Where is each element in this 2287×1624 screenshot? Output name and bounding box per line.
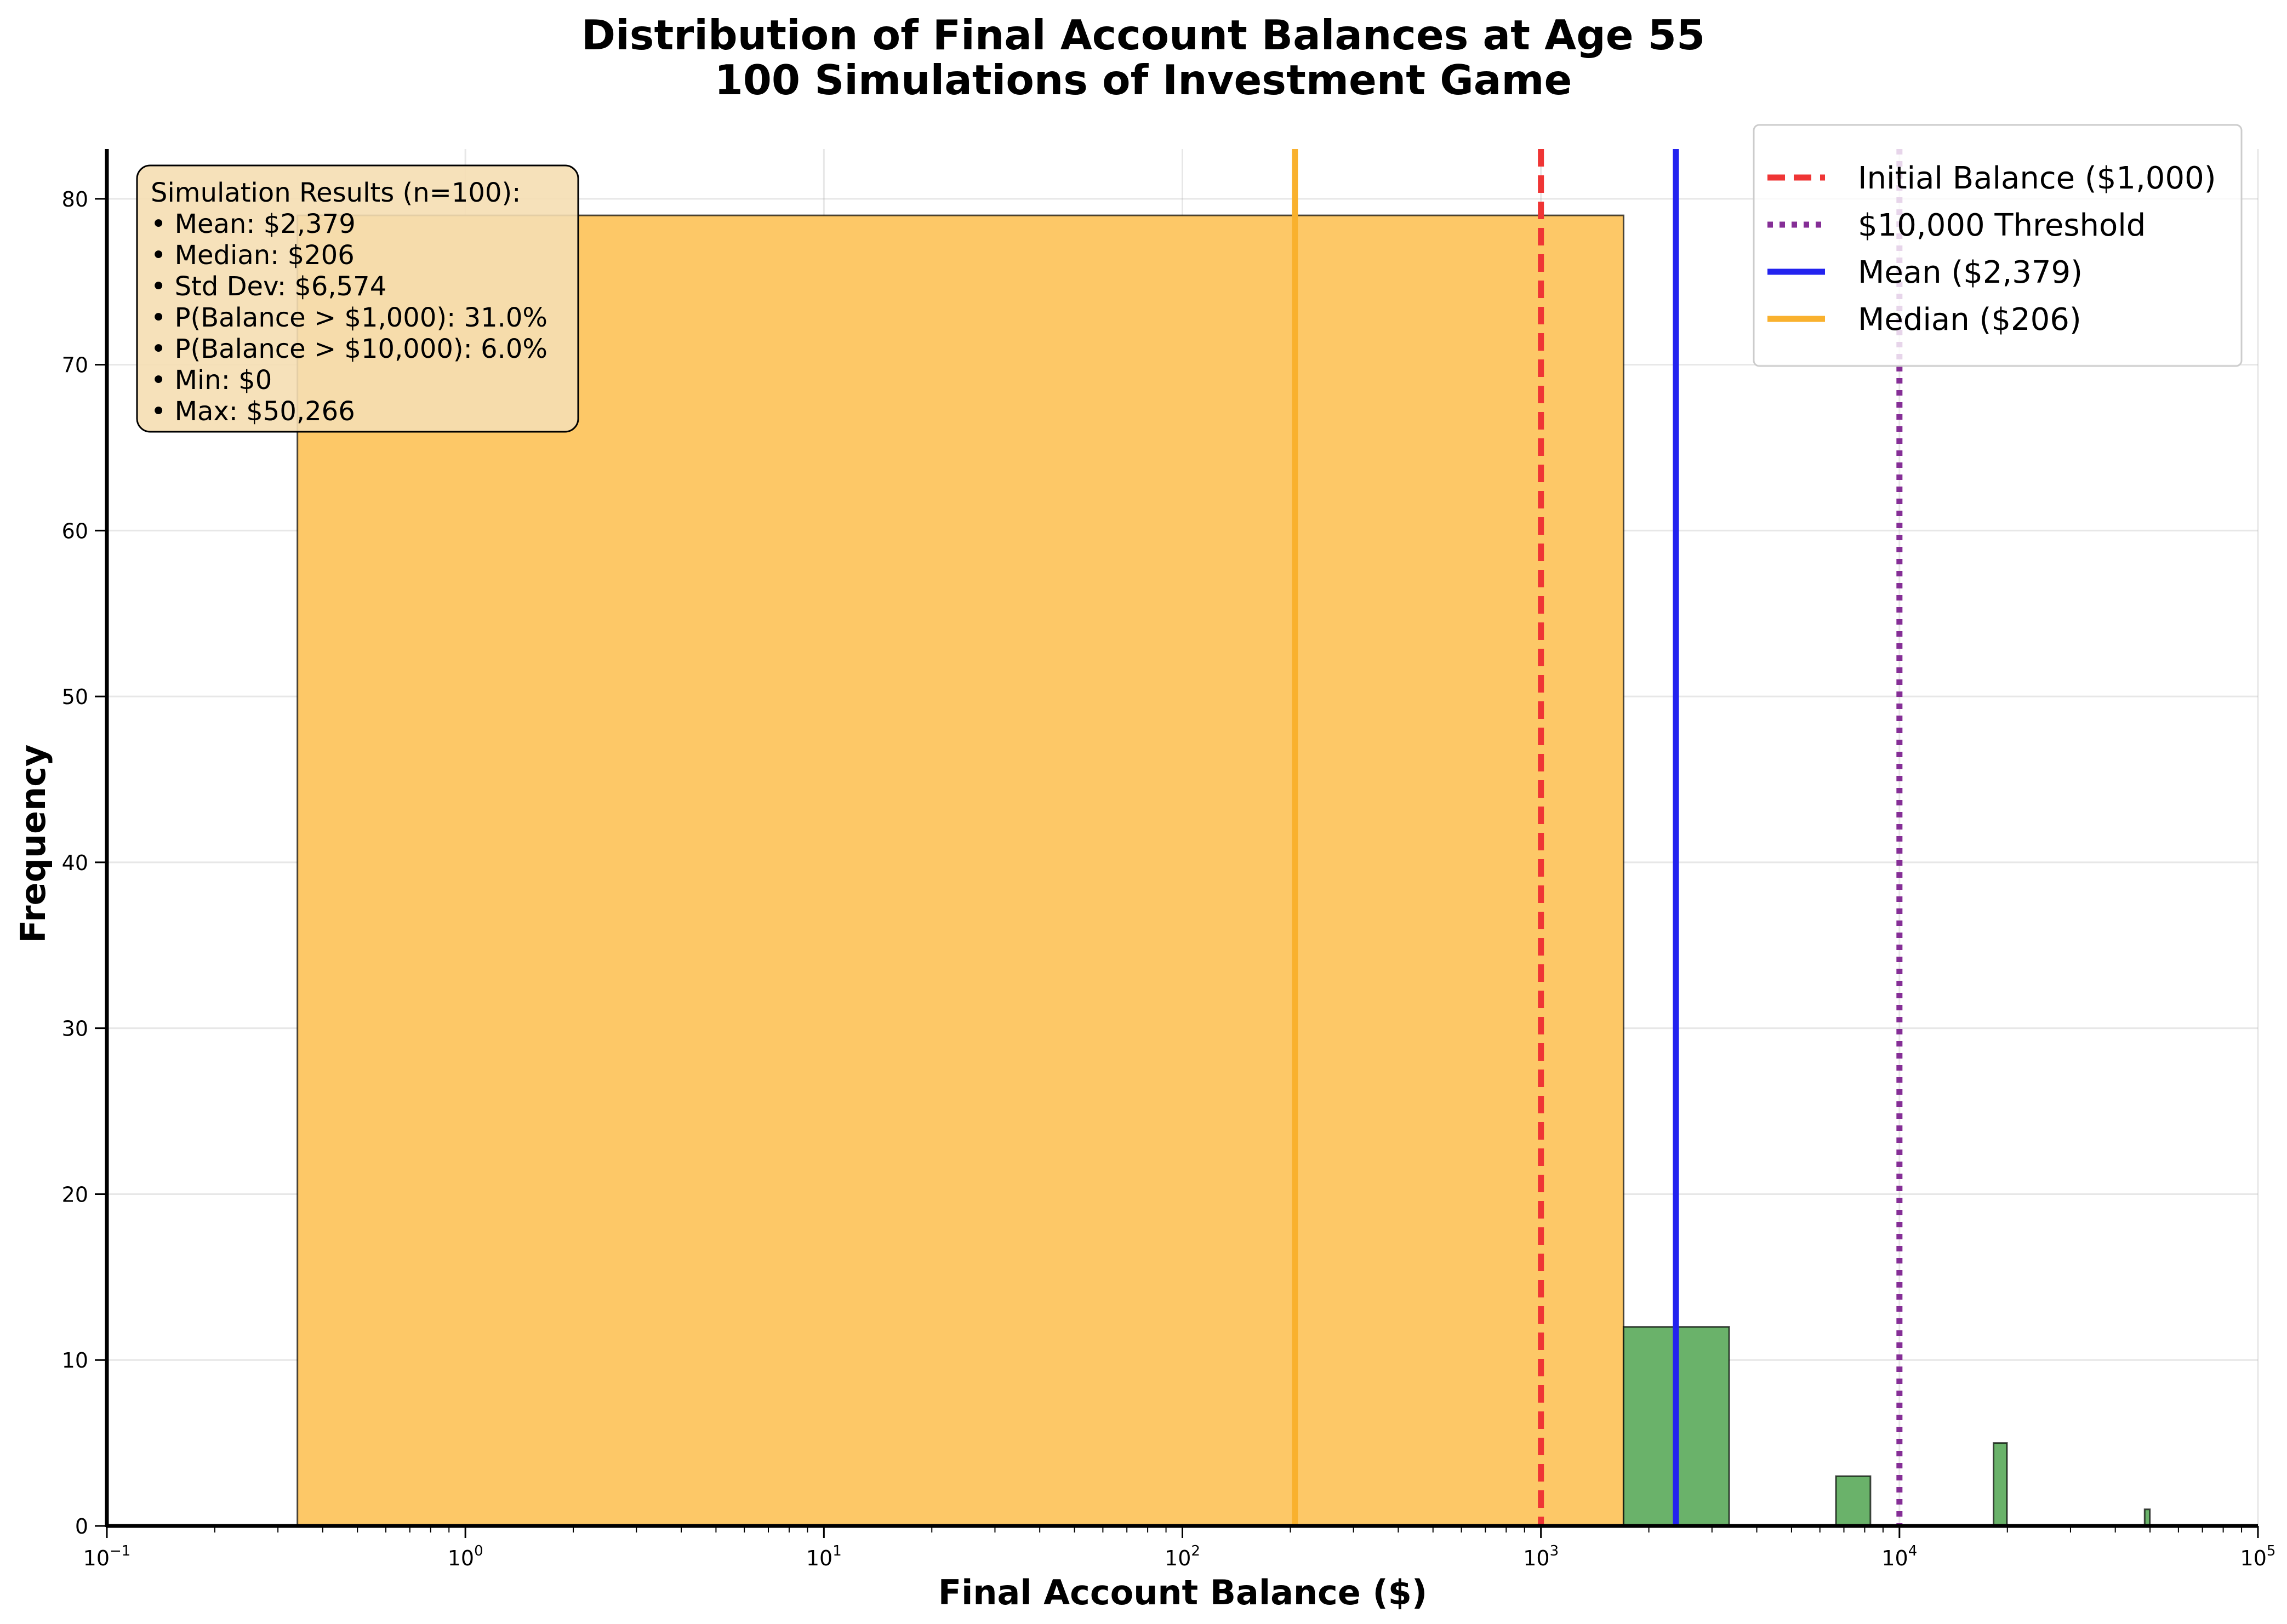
chart-title-line-2: 100 Simulations of Investment Game — [715, 56, 1572, 104]
legend-frame — [1753, 124, 2243, 367]
y-tick-label-0: 0 — [75, 1514, 88, 1539]
y-tick-label-3: 30 — [62, 1017, 88, 1041]
stats-line-2: • Median: $206 — [151, 240, 355, 271]
y-tick-label-1: 10 — [62, 1348, 88, 1373]
y-tick-label-6: 60 — [62, 519, 88, 543]
legend-label-2: Mean ($2,379) — [1858, 255, 2083, 290]
stats-line-3: • Std Dev: $6,574 — [151, 271, 386, 302]
y-tick-label-2: 20 — [62, 1182, 88, 1206]
histogram-bar-3 — [1993, 1442, 2008, 1527]
x-tick-label-1: 100 — [448, 1543, 483, 1570]
stats-line-0: Simulation Results (n=100): — [151, 178, 521, 208]
stats-box: Simulation Results (n=100):• Mean: $2,37… — [136, 164, 579, 433]
y-tick-label-4: 40 — [62, 851, 88, 875]
x-tick-labels: 10−1 100 101 102 103 104 105 — [83, 1526, 2276, 1570]
stats-line-1: • Mean: $2,379 — [151, 209, 356, 239]
histogram-bar-0 — [296, 214, 1624, 1527]
stats-line-6: • Min: $0 — [151, 365, 272, 396]
y-tick-label-7: 70 — [62, 353, 88, 378]
y-tick-label-5: 50 — [62, 685, 88, 709]
legend-label-3: Median ($206) — [1858, 302, 2081, 338]
x-tick-label-4: 103 — [1523, 1543, 1559, 1570]
stats-box-frame — [136, 164, 579, 433]
reference-lines — [1292, 149, 1903, 1526]
x-tick-label-6: 105 — [2240, 1543, 2276, 1570]
legend-label-0: Initial Balance ($1,000) — [1858, 161, 2216, 196]
stats-line-4: • P(Balance > $1,000): 31.0% — [151, 302, 547, 333]
stats-line-5: • P(Balance > $10,000): 6.0% — [151, 334, 547, 364]
y-tick-label-8: 80 — [62, 187, 88, 211]
x-tick-label-2: 101 — [806, 1543, 842, 1570]
y-axis-label: Frequency — [13, 745, 53, 943]
histogram-bar-2 — [1835, 1475, 1872, 1527]
x-tick-label-0: 10−1 — [83, 1543, 131, 1570]
chart-title: Distribution of Final Account Balances a… — [581, 11, 1705, 104]
chart-title-line-1: Distribution of Final Account Balances a… — [581, 11, 1705, 59]
histogram-bar-4 — [2143, 1508, 2151, 1527]
stats-line-7: • Max: $50,266 — [151, 396, 355, 427]
x-tick-label-5: 104 — [1881, 1543, 1917, 1570]
legend-label-1: $10,000 Threshold — [1858, 208, 2146, 243]
histogram-bars — [296, 214, 2151, 1527]
x-axis-label: Final Account Balance ($) — [938, 1572, 1428, 1612]
y-tick-labels: 0 10 20 30 40 50 60 70 80 — [62, 187, 107, 1539]
x-tick-label-3: 102 — [1165, 1543, 1200, 1570]
legend: Initial Balance ($1,000) $10,000 Threshol… — [1753, 124, 2243, 367]
